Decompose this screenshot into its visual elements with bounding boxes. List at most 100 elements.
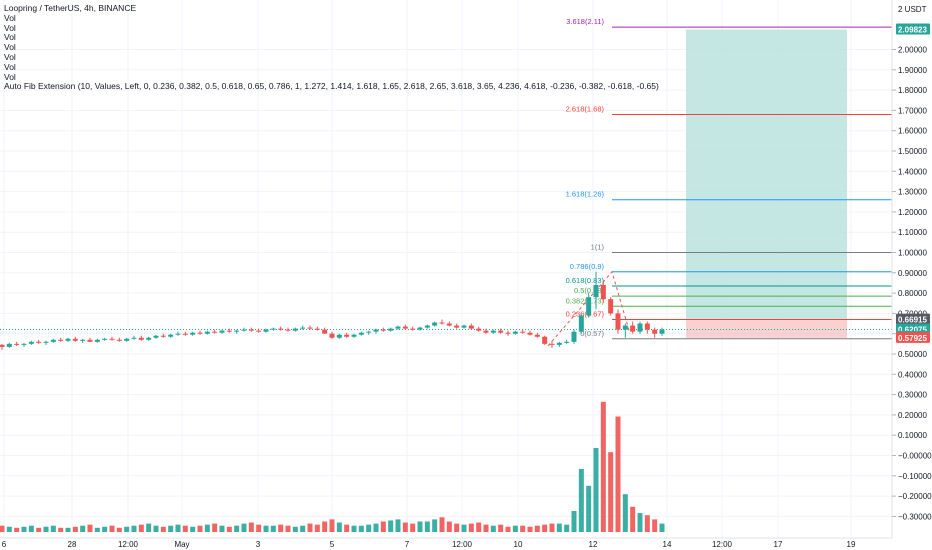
candle-body: [102, 338, 108, 340]
fib-level-label: 2.618(1.68): [566, 104, 605, 113]
candle-body: [556, 342, 562, 345]
candle-body: [578, 315, 584, 332]
volume-bar: [373, 523, 379, 532]
candle-body: [402, 326, 408, 329]
volume-bar: [498, 524, 504, 532]
fib-level-label: 0.786(0.9): [570, 262, 605, 271]
volume-bar: [300, 525, 306, 532]
axis-tick-label: 0.10000: [898, 431, 927, 440]
volume-bar: [578, 469, 584, 532]
candle-body: [586, 297, 592, 316]
volume-bar: [637, 513, 643, 532]
candle-body: [72, 338, 78, 341]
volume-bar: [344, 524, 350, 532]
volume-bar: [417, 521, 423, 532]
fib-level-label: 3.618(2.11): [566, 17, 604, 26]
volume-bar: [204, 524, 210, 532]
fib-extension-label[interactable]: Auto Fib Extension (10, Values, Left, 0,…: [4, 81, 659, 92]
axis-tick-label: −0.00000: [898, 452, 932, 461]
volume-indicator-label[interactable]: Vol: [4, 22, 16, 33]
volume-bar: [600, 401, 606, 532]
volume-bar: [6, 526, 12, 532]
volume-bar: [358, 525, 364, 532]
candle-body: [476, 328, 482, 331]
volume-bar: [138, 524, 144, 532]
volume-indicator-label[interactable]: Vol: [4, 51, 16, 62]
candle-body: [109, 338, 115, 340]
candle-body: [21, 343, 27, 345]
candle-body: [131, 337, 137, 339]
volume-bar: [461, 524, 467, 532]
volume-bar: [329, 519, 335, 532]
volume-indicator-label[interactable]: Vol: [4, 32, 16, 43]
volume-bar: [307, 523, 313, 532]
candle-body: [248, 329, 254, 331]
candle-body: [241, 329, 247, 331]
volume-bar: [564, 524, 570, 532]
candle-body: [336, 334, 342, 338]
volume-bar: [87, 524, 93, 532]
candle-body: [278, 328, 284, 330]
volume-bar: [410, 523, 416, 532]
candle-body: [182, 333, 188, 335]
axis-tick-label: 1.70000: [898, 106, 927, 115]
volume-bar: [395, 519, 401, 532]
candle-body: [146, 337, 152, 340]
volume-bar: [168, 525, 174, 532]
volume-bar: [593, 448, 599, 532]
volume-indicator-label[interactable]: Vol: [4, 61, 16, 72]
volume-bar: [153, 525, 159, 532]
time-tick-label: 12: [589, 540, 598, 549]
volume-bar: [366, 524, 372, 532]
candle-body: [256, 330, 262, 332]
volume-bar: [263, 525, 269, 532]
candle-body: [549, 343, 555, 345]
candle-body: [124, 338, 130, 341]
candle-body: [468, 325, 474, 329]
candle-body: [292, 328, 298, 331]
axis-tick-label: 0.30000: [898, 391, 927, 400]
axis-tick-label: 0.20000: [898, 411, 927, 420]
volume-bar: [424, 521, 430, 532]
volume-bar: [116, 527, 122, 532]
volume-bar: [14, 527, 20, 532]
volume-bar: [65, 527, 71, 532]
price-tag-label: 0.62075: [898, 325, 927, 334]
candle-body: [28, 341, 34, 344]
axis-tick-label: −0.30000: [898, 512, 932, 521]
time-tick-label: 6: [2, 540, 7, 549]
volume-bar: [270, 525, 276, 532]
time-tick-label: 17: [774, 540, 783, 549]
axis-tick-label: 1.10000: [898, 228, 927, 237]
volume-bar: [615, 416, 621, 532]
fib-level-label: 0(0.57): [580, 329, 604, 338]
candle-body: [483, 330, 489, 333]
volume-bar: [248, 522, 254, 532]
volume-bar: [527, 526, 533, 532]
candle-body: [593, 284, 599, 298]
candle-body: [542, 336, 548, 344]
candle-body: [190, 332, 196, 335]
chart-legend: Loopring / TetherUS, 4h, BINANCE Vol Vol…: [4, 3, 659, 92]
axis-tick-label: 1.50000: [898, 147, 927, 156]
candle-body: [644, 323, 650, 330]
candle-body: [314, 328, 320, 330]
volume-bar: [659, 523, 665, 532]
volume-bar: [160, 526, 166, 532]
candle-body: [43, 341, 49, 343]
candle-body: [80, 339, 86, 341]
volume-bar: [278, 524, 284, 532]
volume-bar: [652, 519, 658, 532]
candle-body: [234, 330, 240, 332]
candle-body: [630, 325, 636, 332]
volume-indicator-label[interactable]: Vol: [4, 42, 16, 53]
time-tick-label: 19: [847, 540, 856, 549]
volume-indicator-label[interactable]: Vol: [4, 12, 16, 23]
volume-indicator-label[interactable]: Vol: [4, 71, 16, 82]
volume-bar: [622, 494, 628, 532]
volume-bar: [21, 526, 27, 532]
fib-level-label: 0.382(0.73): [566, 296, 605, 305]
candle-body: [505, 332, 511, 334]
volume-bar: [490, 525, 496, 532]
